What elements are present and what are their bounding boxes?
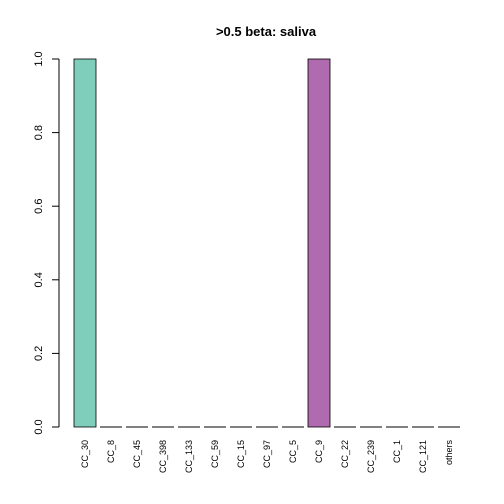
x-category-label: CC_97 xyxy=(262,440,272,468)
x-category-label: CC_1 xyxy=(392,440,402,463)
x-category-label: CC_239 xyxy=(366,440,376,473)
bar-cc-9 xyxy=(307,58,331,428)
x-category-label: CC_8 xyxy=(106,440,116,463)
x-category-label: CC_59 xyxy=(210,440,220,468)
x-category-label: CC_22 xyxy=(340,440,350,468)
x-category-label: CC_15 xyxy=(236,440,246,468)
y-tick-label: 0.8 xyxy=(33,125,45,140)
x-category-label: CC_9 xyxy=(314,440,324,463)
x-category-label: CC_45 xyxy=(132,440,142,468)
y-axis-ticks: 0.0 0.2 0.4 0.6 0.8 1.0 xyxy=(33,51,59,435)
bars-group xyxy=(73,58,460,428)
x-category-label: CC_5 xyxy=(288,440,298,463)
x-category-label: others xyxy=(444,440,454,466)
x-category-label: CC_30 xyxy=(80,440,90,468)
y-tick-label: 1.0 xyxy=(33,51,45,66)
y-tick-label: 0.2 xyxy=(33,346,45,361)
x-category-label: CC_133 xyxy=(184,440,194,473)
y-tick-label: 0.6 xyxy=(33,199,45,214)
y-tick-label: 0.4 xyxy=(33,272,45,287)
x-category-label: CC_121 xyxy=(418,440,428,473)
chart-title: >0.5 beta: saliva xyxy=(216,24,317,39)
y-tick-label: 0.0 xyxy=(33,419,45,434)
x-category-label: CC_398 xyxy=(158,440,168,473)
bar-cc-30 xyxy=(73,58,97,428)
x-axis-labels: CC_30 CC_8 CC_45 CC_398 CC_133 CC_59 CC_15 CC_9… xyxy=(80,440,454,474)
